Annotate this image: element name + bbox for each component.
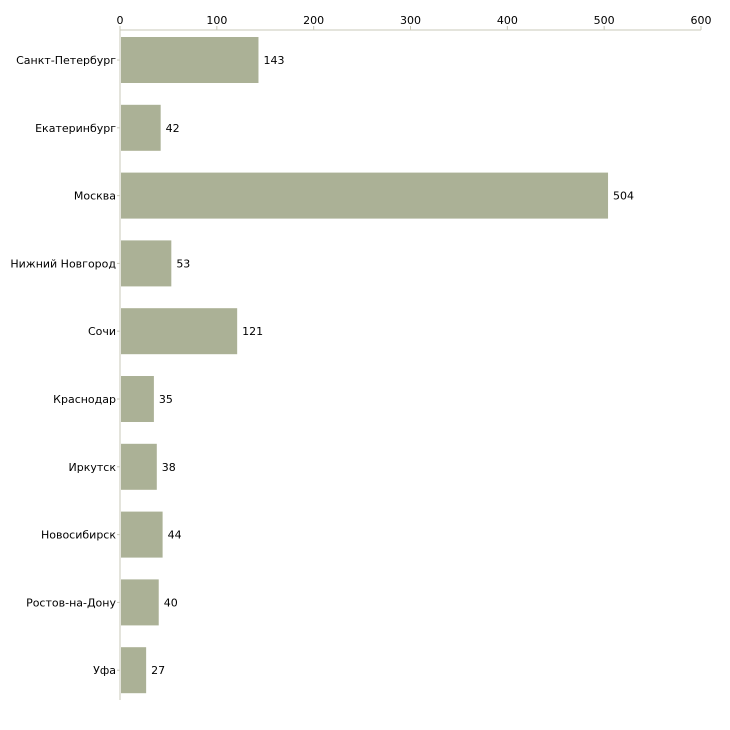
value-label: 53 (176, 257, 190, 270)
bar (121, 308, 238, 355)
bar (121, 172, 609, 219)
value-label: 143 (263, 54, 284, 67)
value-label: 504 (613, 190, 634, 203)
x-tick-label: 200 (303, 14, 324, 27)
bar (121, 647, 147, 694)
category-label: Ростов-на-Дону (26, 596, 116, 609)
category-label: Уфа (93, 664, 116, 677)
category-label: Краснодар (53, 393, 116, 406)
x-tick-label: 400 (497, 14, 518, 27)
value-label: 27 (151, 664, 165, 677)
value-label: 40 (164, 596, 178, 609)
value-label: 35 (159, 393, 173, 406)
bar (121, 37, 259, 83)
category-label: Иркутск (69, 461, 117, 474)
value-label: 44 (168, 529, 182, 542)
x-tick-label: 500 (594, 14, 615, 27)
x-tick-label: 600 (691, 14, 712, 27)
bar (121, 511, 163, 558)
bar (121, 443, 157, 490)
bar (121, 104, 161, 151)
bar (121, 376, 154, 422)
bar (121, 579, 159, 626)
value-label: 38 (162, 461, 176, 474)
bar (121, 240, 172, 287)
value-label: 42 (166, 122, 180, 135)
x-tick-label: 100 (206, 14, 227, 27)
category-label: Сочи (88, 325, 116, 338)
value-label: 121 (242, 325, 263, 338)
category-label: Санкт-Петербург (16, 54, 116, 67)
x-tick-label: 0 (117, 14, 124, 27)
category-label: Нижний Новгород (10, 257, 116, 270)
category-label: Екатеринбург (35, 122, 116, 135)
x-tick-label: 300 (400, 14, 421, 27)
category-label: Москва (74, 190, 116, 203)
category-label: Новосибирск (41, 529, 116, 542)
